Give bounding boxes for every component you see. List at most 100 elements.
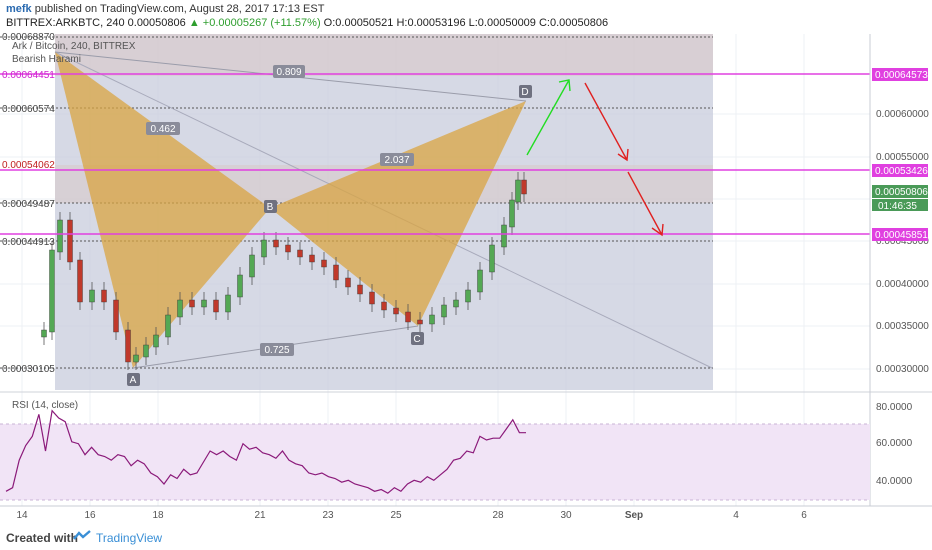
author-link[interactable]: mefk <box>6 3 32 15</box>
candle-body <box>489 244 495 273</box>
candle-body <box>49 249 55 333</box>
svg-text:16: 16 <box>84 510 96 521</box>
svg-text:0.00064451: 0.00064451 <box>2 70 55 81</box>
candle-body <box>273 239 279 248</box>
candle-body <box>143 344 149 358</box>
pattern-xab <box>55 52 270 368</box>
bar-countdown: 01:46:35 <box>878 201 917 212</box>
point-c-label: C <box>413 334 420 345</box>
svg-text:0.00040000: 0.00040000 <box>876 279 929 290</box>
svg-text:6: 6 <box>801 510 807 521</box>
publish-info: mefk published on TradingView.com, Augus… <box>6 3 324 15</box>
middle-level-tag: 0.00053426 <box>875 166 928 177</box>
svg-text:0.00049487: 0.00049487 <box>2 199 55 210</box>
candle-body <box>321 259 327 268</box>
svg-text:0.00044913: 0.00044913 <box>2 237 55 248</box>
candle-body <box>501 224 507 248</box>
created-with-text: Created with <box>6 531 79 545</box>
pattern-name: Bearish Harami <box>12 54 81 65</box>
svg-text:30: 30 <box>560 510 572 521</box>
point-b-label: B <box>267 202 274 213</box>
candle-body <box>453 299 459 308</box>
current-price-tag: 0.00050806 <box>875 187 928 198</box>
candle-body <box>369 291 375 305</box>
chart-legend-title: Ark / Bitcoin, 240, BITTREX <box>12 41 136 52</box>
candle-body <box>249 254 255 278</box>
svg-text:60.0000: 60.0000 <box>876 438 913 449</box>
candlesticks <box>41 172 527 370</box>
svg-text:28: 28 <box>492 510 504 521</box>
tradingview-logo-icon[interactable] <box>72 529 92 543</box>
candle-body <box>309 254 315 263</box>
upper-zone <box>55 34 713 76</box>
pattern-bcd <box>270 101 526 326</box>
key-levels[interactable] <box>0 73 870 235</box>
point-a-label: A <box>130 375 137 386</box>
ohlc-values: O:0.00050521 H:0.00053196 L:0.00050009 C… <box>323 17 609 29</box>
candle-body <box>225 294 231 313</box>
rsi-band <box>0 424 870 500</box>
candle-body <box>405 311 411 323</box>
upper-level-tag: 0.00064573 <box>875 70 928 81</box>
candle-body <box>521 179 527 195</box>
svg-text:80.0000: 80.0000 <box>876 402 913 413</box>
price-tags: 0.00064573 0.00053426 0.00050806 01:46:3… <box>872 68 928 241</box>
candle-body <box>441 304 447 318</box>
publish-text: published on TradingView.com, August 28,… <box>31 3 325 15</box>
candle-body <box>297 249 303 258</box>
candle-body <box>237 274 243 298</box>
candle-body <box>57 219 63 253</box>
candle-body <box>509 199 515 228</box>
bd-ratio-label: 2.037 <box>384 155 409 166</box>
green-up-arrow <box>526 79 570 156</box>
candle-body <box>429 314 435 325</box>
svg-text:0.00030000: 0.00030000 <box>876 364 929 375</box>
symbol-info: BITTREX:ARKBTC, 240 0.00050806 ▲ +0.0000… <box>6 17 608 29</box>
price-axis-ticks: 0.00060000 0.00055000 0.00045000 0.00040… <box>876 109 929 375</box>
svg-text:Sep: Sep <box>625 510 643 521</box>
candle-body <box>41 329 47 338</box>
ac-ratio-label: 0.725 <box>264 345 289 356</box>
svg-text:0.00035000: 0.00035000 <box>876 321 929 332</box>
candle-body <box>165 314 171 338</box>
candle-body <box>417 319 423 325</box>
footer: Created with TradingView <box>0 526 932 550</box>
candle-body <box>465 289 471 303</box>
svg-text:0.00054062: 0.00054062 <box>2 160 55 171</box>
svg-text:0.00060574: 0.00060574 <box>2 104 55 115</box>
svg-text:4: 4 <box>733 510 739 521</box>
forecast-arrows <box>526 79 664 237</box>
svg-text:0.00055000: 0.00055000 <box>876 152 929 163</box>
candle-body <box>285 244 291 253</box>
candle-body <box>477 269 483 293</box>
svg-text:0.00030105: 0.00030105 <box>2 364 55 375</box>
candle-body <box>189 299 195 308</box>
candle-body <box>357 284 363 295</box>
lower-level-tag: 0.00045851 <box>875 230 928 241</box>
svg-text:0.00045000: 0.00045000 <box>876 236 929 247</box>
red-down-arrow-1 <box>584 82 628 161</box>
candle-body <box>345 277 351 288</box>
svg-text:18: 18 <box>152 510 164 521</box>
svg-text:0.00060000: 0.00060000 <box>876 109 929 120</box>
symbol-line: BITTREX:ARKBTC, 240 0.00050806 <box>6 17 186 29</box>
svg-text:25: 25 <box>390 510 402 521</box>
candle-body <box>77 259 83 303</box>
time-axis-labels: 14 16 18 21 23 25 28 30 Sep 4 6 <box>16 510 807 521</box>
tradingview-brand[interactable]: TradingView <box>96 531 163 545</box>
candle-body <box>261 239 267 258</box>
candle-body <box>213 299 219 313</box>
candle-body <box>125 329 131 363</box>
candle-body <box>201 299 207 308</box>
xb-ratio-label: 0.462 <box>150 124 175 135</box>
candle-body <box>333 264 339 281</box>
svg-text:21: 21 <box>254 510 266 521</box>
rsi-title: RSI (14, close) <box>12 400 78 411</box>
chart-header: mefk published on TradingView.com, Augus… <box>0 0 932 34</box>
candle-body <box>515 179 521 203</box>
candle-body <box>101 289 107 303</box>
rsi-axis-ticks: 80.0000 60.0000 40.0000 <box>876 402 913 487</box>
svg-text:14: 14 <box>16 510 28 521</box>
pattern-labels: 0.809 0.462 2.037 0.725 A B C D <box>127 65 532 386</box>
